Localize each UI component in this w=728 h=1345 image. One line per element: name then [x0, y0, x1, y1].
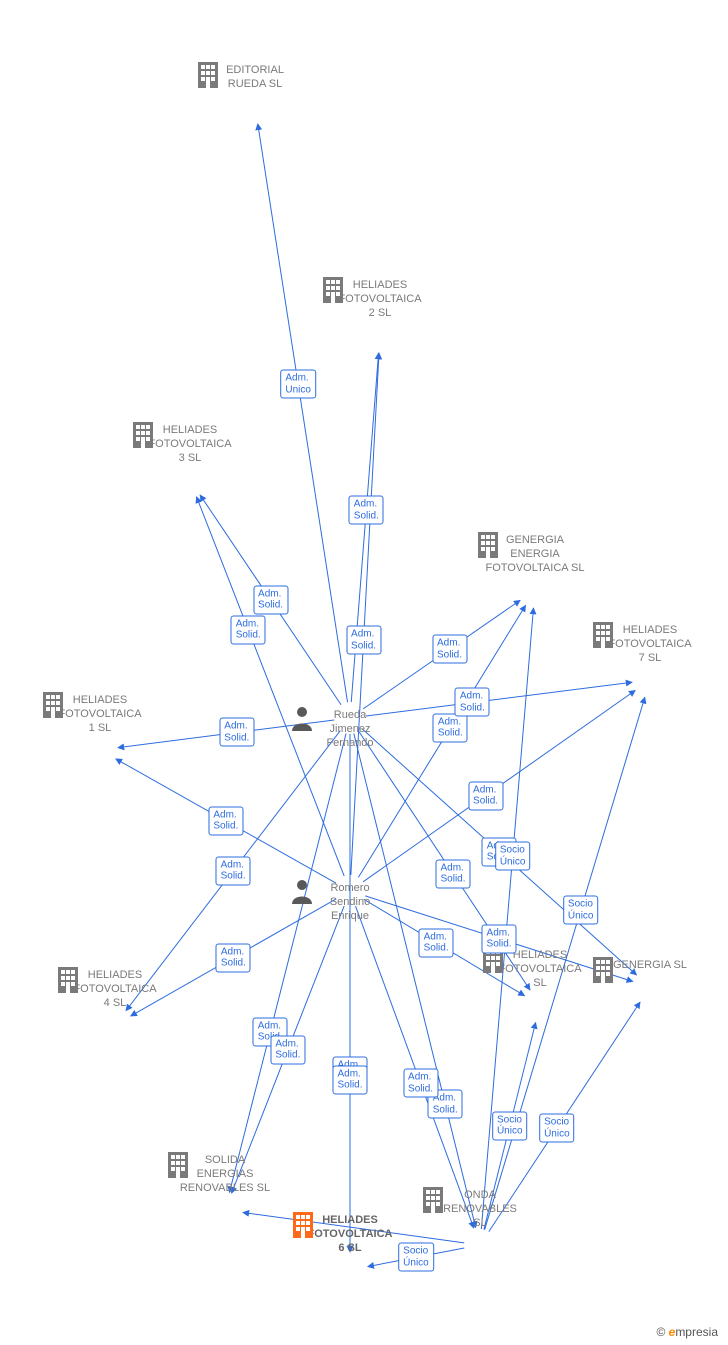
edge-label: Adm. Solid. — [216, 943, 251, 972]
edge-label: Adm. Solid. — [468, 781, 503, 810]
node-person2[interactable]: Romero Sendino Enrique — [290, 878, 410, 923]
edge-label: Adm. Solid. — [482, 924, 517, 953]
edge-label: Adm. Solid. — [435, 859, 470, 888]
network-diagram: EDITORIAL RUEDA SL HELIADES FOTOVOLTAICA … — [0, 0, 728, 1345]
edge-label: Adm. Unico — [280, 370, 316, 399]
edge-label: Adm. Solid. — [455, 688, 490, 717]
edge-label: Socio Único — [398, 1243, 434, 1272]
edge — [351, 353, 379, 875]
edge — [258, 124, 348, 702]
node-genergia_fv[interactable]: GENERGIA ENERGIA FOTOVOLTAICA SL — [475, 530, 595, 575]
edge-label: Adm. Solid. — [231, 615, 266, 644]
edge-label: Adm. Solid. — [208, 806, 243, 835]
node-person1[interactable]: Rueda Jimenez Fernando — [290, 705, 410, 750]
edge-label: Socio Único — [539, 1114, 575, 1143]
footer-credit: © empresia — [656, 1325, 718, 1339]
edge-label: Adm. Solid. — [332, 1065, 367, 1094]
node-editorial[interactable]: EDITORIAL RUEDA SL — [195, 60, 315, 92]
edge-label: Adm. Solid. — [253, 585, 288, 614]
edge-label: Socio Único — [492, 1111, 528, 1140]
edge-label: Adm. Solid. — [270, 1035, 305, 1064]
edge-label: Adm. Solid. — [349, 496, 384, 525]
edge-label: Adm. Solid. — [216, 856, 251, 885]
edge — [354, 734, 476, 1228]
node-hf2[interactable]: HELIADES FOTOVOLTAICA 2 SL — [320, 275, 440, 320]
node-genergia[interactable]: GENERGIA SL — [590, 955, 710, 973]
node-onda[interactable]: ONDA RENOVABLES SL — [420, 1185, 540, 1230]
edges-layer — [0, 0, 728, 1345]
edge-label: Adm. Solid. — [432, 635, 467, 664]
edge-label: Adm. Solid. — [419, 928, 454, 957]
copyright-symbol: © — [656, 1325, 665, 1339]
edge-label: Adm. Solid. — [433, 713, 468, 742]
node-solida[interactable]: SOLIDA ENERGIAS RENOVABLES SL — [165, 1150, 285, 1195]
brand-rest: mpresia — [675, 1325, 718, 1339]
node-hf3[interactable]: HELIADES FOTOVOLTAICA 3 SL — [130, 420, 250, 465]
edge-label: Socio Único — [563, 896, 599, 925]
edge-label: Adm. Solid. — [403, 1069, 438, 1098]
edge-label: Adm. Solid. — [219, 718, 254, 747]
node-hf6[interactable]: HELIADES FOTOVOLTAICA 6 SL — [290, 1210, 410, 1255]
node-hf7[interactable]: HELIADES FOTOVOLTAICA 7 SL — [590, 620, 710, 665]
edge-label: Adm. Solid. — [346, 626, 381, 655]
edge-label: Socio Único — [495, 842, 531, 871]
node-hf4[interactable]: HELIADES FOTOVOLTAICA 4 SL — [55, 965, 175, 1010]
node-hf1[interactable]: HELIADES FOTOVOLTAICA 1 SL — [40, 690, 160, 735]
